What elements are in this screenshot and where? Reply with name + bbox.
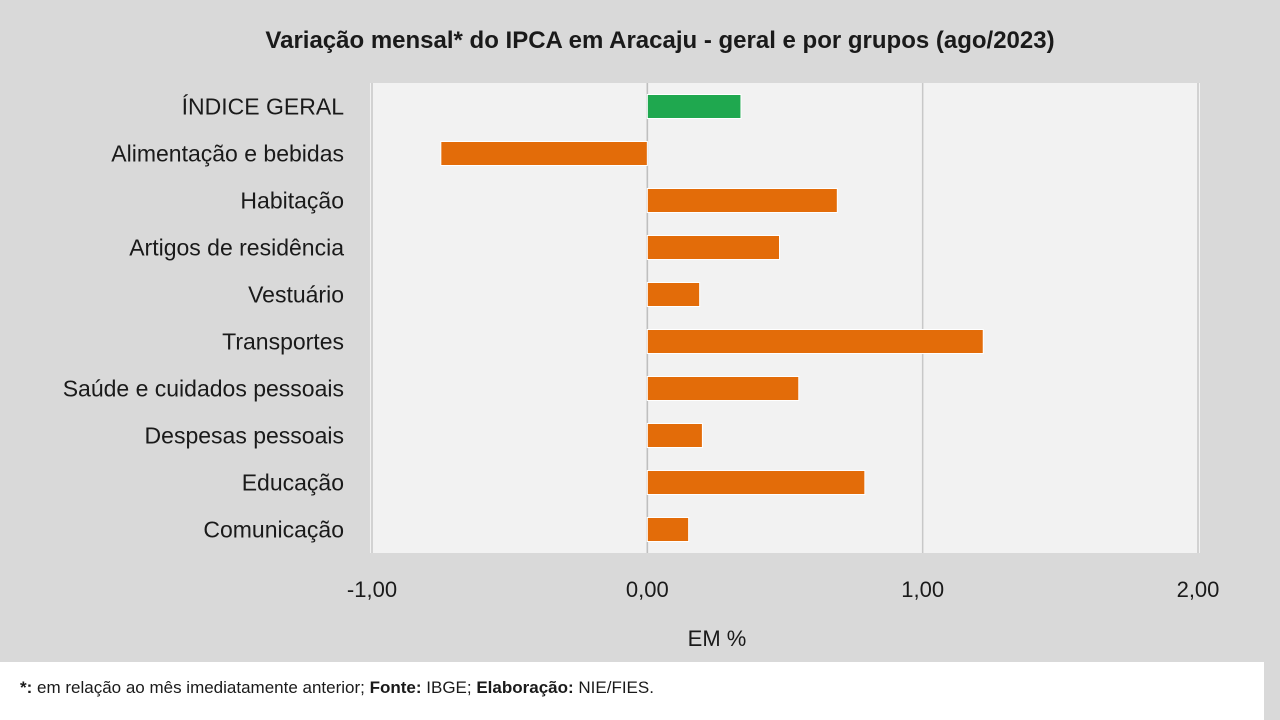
bar-6 [646,376,800,401]
bar-5 [646,329,984,354]
x-axis-title: EM % [688,626,747,651]
footnote: *: em relação ao mês imediatamente anter… [0,662,1272,720]
bars [440,94,984,542]
footnote-star-text: em relação ao mês imediatamente anterior… [32,678,370,697]
bar-4 [646,282,701,307]
bar-9 [646,517,690,542]
bar-0 [646,94,742,119]
x-tick-label-3: 2,00 [1177,577,1220,602]
category-label-4: Vestuário [248,282,344,308]
x-tick-label-1: 0,00 [626,577,669,602]
bar-1 [440,141,648,166]
footnote-source-text: IBGE; [421,678,477,697]
footnote-star-label: *: [20,678,33,697]
footnote-author-text: NIE/FIES. [573,678,654,697]
ipca-bar-chart: Variação mensal* do IPCA em Aracaju - ge… [63,27,1220,651]
category-labels: ÍNDICE GERAL Alimentação e bebidas Habitaç… [63,94,345,543]
category-label-5: Transportes [222,329,344,355]
x-tick-labels: -1,00 0,00 1,00 2,00 [347,577,1219,602]
category-label-9: Comunicação [203,517,344,543]
bar-7 [646,423,703,448]
category-label-0: ÍNDICE GERAL [182,94,345,120]
bar-8 [646,470,866,495]
category-label-6: Saúde e cuidados pessoais [63,376,344,402]
category-label-2: Habitação [240,188,344,214]
x-tick-label-0: -1,00 [347,577,397,602]
chart-area: Variação mensal* do IPCA em Aracaju - ge… [62,27,1220,651]
chart-title: Variação mensal* do IPCA em Aracaju - ge… [265,27,1054,54]
x-tick-label-2: 1,00 [901,577,944,602]
bar-3 [646,235,780,260]
footnote-source-label: Fonte: [369,678,422,697]
category-label-1: Alimentação e bebidas [111,141,344,167]
bar-2 [646,188,838,213]
category-label-8: Educação [242,470,344,496]
category-label-7: Despesas pessoais [145,423,344,449]
footnote-author-label: Elaboração: [476,678,574,697]
category-label-3: Artigos de residência [129,235,344,261]
